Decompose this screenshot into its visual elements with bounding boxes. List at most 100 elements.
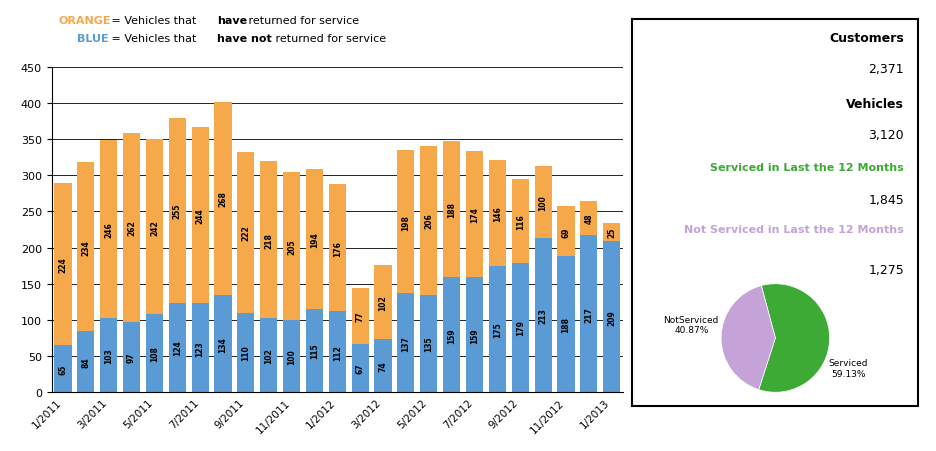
Text: 48: 48 [584, 213, 592, 224]
Text: ORANGE: ORANGE [58, 16, 110, 26]
Bar [489, 161, 505, 266]
Text: 123: 123 [196, 340, 204, 356]
Text: 159: 159 [470, 327, 478, 343]
Text: 179: 179 [515, 320, 524, 336]
Text: 242: 242 [150, 219, 159, 235]
Text: 108: 108 [150, 345, 159, 361]
Bar [305, 170, 323, 309]
Bar [77, 332, 95, 392]
Text: 209: 209 [607, 309, 616, 325]
Bar [511, 179, 528, 263]
Bar [305, 309, 323, 392]
Bar [465, 152, 483, 278]
Text: 244: 244 [196, 208, 204, 223]
Text: 100: 100 [538, 195, 547, 211]
Text: 146: 146 [492, 206, 502, 221]
Text: 205: 205 [286, 239, 296, 254]
Text: 77: 77 [356, 311, 364, 322]
Text: Vehicles: Vehicles [845, 97, 903, 110]
Text: 100: 100 [286, 349, 296, 364]
Bar [283, 172, 300, 320]
Text: = Vehicles that: = Vehicles that [108, 34, 199, 44]
Bar [419, 146, 437, 295]
Bar [146, 140, 163, 314]
Bar [100, 141, 117, 318]
Bar [557, 207, 574, 257]
Bar [168, 303, 185, 392]
Text: 97: 97 [127, 352, 136, 363]
Bar [534, 166, 551, 239]
Wedge shape [758, 284, 828, 392]
Text: 2,371: 2,371 [868, 63, 903, 76]
Text: Serviced in Last the 12 Months: Serviced in Last the 12 Months [709, 163, 903, 173]
Text: 112: 112 [332, 344, 342, 360]
Bar [351, 344, 369, 392]
Bar [351, 289, 369, 344]
Bar [54, 345, 71, 392]
Bar [374, 265, 391, 339]
Text: 188: 188 [561, 317, 570, 332]
Text: 69: 69 [561, 226, 570, 237]
Bar [237, 153, 255, 313]
Text: 188: 188 [446, 202, 456, 218]
Bar [191, 128, 209, 304]
Text: 102: 102 [378, 295, 388, 310]
Bar [511, 263, 528, 392]
Bar [283, 320, 300, 392]
Text: 217: 217 [584, 306, 592, 322]
Bar [123, 133, 140, 322]
Text: 1,845: 1,845 [868, 194, 903, 207]
Bar [77, 163, 95, 332]
Text: 224: 224 [58, 257, 67, 272]
Text: 218: 218 [264, 232, 273, 248]
Text: 65: 65 [58, 364, 67, 374]
Text: 246: 246 [104, 221, 113, 237]
Text: 74: 74 [378, 360, 388, 371]
Text: 103: 103 [104, 347, 113, 363]
Bar [329, 312, 345, 392]
Bar [146, 314, 163, 392]
Bar [123, 322, 140, 392]
Text: 124: 124 [172, 340, 182, 355]
Text: 102: 102 [264, 348, 273, 364]
Bar [214, 296, 231, 392]
Bar [397, 294, 414, 392]
Text: 134: 134 [218, 336, 227, 352]
Text: returned for service: returned for service [245, 16, 359, 26]
Text: NotServiced
40.87%: NotServiced 40.87% [663, 315, 718, 334]
Text: Customers: Customers [828, 32, 903, 45]
Bar [465, 278, 483, 392]
Text: 84: 84 [81, 357, 90, 368]
Bar [579, 236, 597, 392]
Text: 1,275: 1,275 [868, 263, 903, 276]
Text: 255: 255 [172, 203, 182, 219]
Wedge shape [721, 286, 774, 390]
Text: 135: 135 [424, 336, 432, 351]
Text: Not Serviced in Last the 12 Months: Not Serviced in Last the 12 Months [683, 225, 903, 235]
Text: 174: 174 [470, 207, 478, 223]
Bar [443, 278, 460, 392]
Bar [579, 201, 597, 236]
Text: returned for service: returned for service [271, 34, 386, 44]
Text: 268: 268 [218, 191, 227, 207]
Text: 222: 222 [241, 225, 250, 241]
Bar [489, 266, 505, 392]
Text: 213: 213 [538, 308, 547, 323]
Text: have: have [217, 16, 247, 26]
Text: 206: 206 [424, 213, 432, 229]
FancyBboxPatch shape [632, 20, 917, 406]
Bar [54, 184, 71, 345]
Text: 115: 115 [310, 343, 318, 359]
Text: 262: 262 [127, 220, 136, 236]
Text: 198: 198 [401, 214, 410, 230]
Bar [374, 339, 391, 392]
Text: = Vehicles that: = Vehicles that [108, 16, 199, 26]
Text: 159: 159 [446, 327, 456, 343]
Text: Serviced
59.13%: Serviced 59.13% [828, 359, 868, 377]
Text: BLUE: BLUE [77, 34, 109, 44]
Text: 176: 176 [332, 240, 342, 256]
Bar [100, 318, 117, 392]
Text: 194: 194 [310, 231, 318, 247]
Bar [260, 319, 277, 392]
Text: 3,120: 3,120 [868, 128, 903, 141]
